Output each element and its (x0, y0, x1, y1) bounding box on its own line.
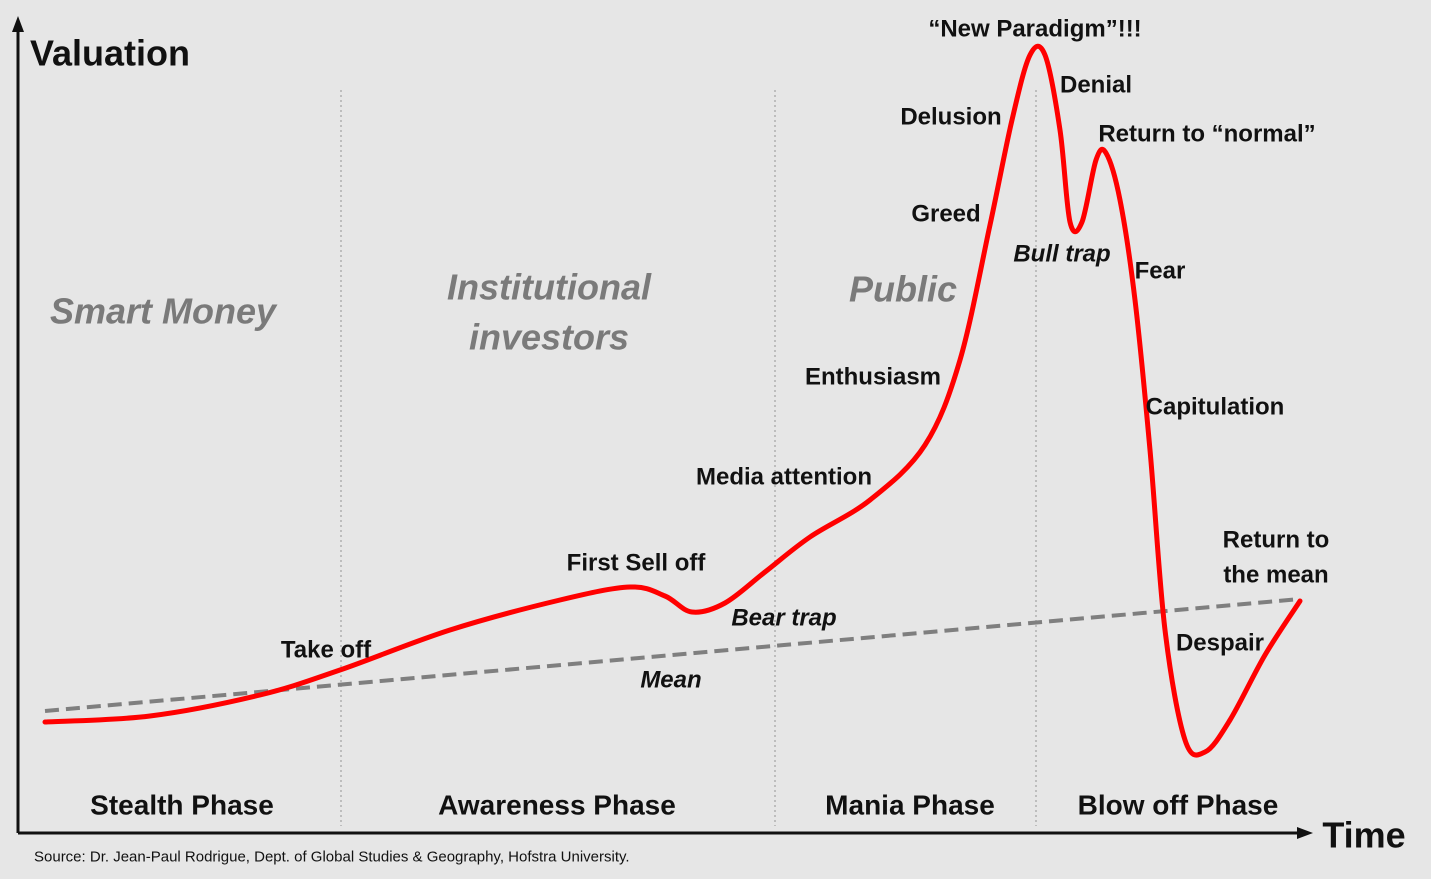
stage-label: Capitulation (1146, 394, 1285, 421)
group-label: Smart Money (50, 291, 278, 332)
phase-label: Blow off Phase (1078, 790, 1279, 821)
y-axis-title: Valuation (30, 33, 190, 74)
stage-label: Bull trap (1013, 241, 1110, 268)
stage-label: Delusion (900, 104, 1001, 131)
stage-label: Denial (1060, 72, 1132, 99)
stage-label: Take off (281, 637, 372, 664)
stage-label: Media attention (696, 464, 872, 491)
x-arrow (1297, 827, 1313, 839)
stage-label: Enthusiasm (805, 364, 941, 391)
mean-label: Mean (640, 667, 701, 694)
y-arrow (12, 16, 24, 32)
phase-label: Stealth Phase (90, 790, 274, 821)
x-axis-title: Time (1322, 815, 1405, 856)
stage-label: the mean (1223, 562, 1328, 589)
phase-label: Mania Phase (825, 790, 995, 821)
group-label: investors (469, 317, 629, 358)
stage-label: Return to (1223, 527, 1330, 554)
source: Source: Dr. Jean-Paul Rodrigue, Dept. of… (34, 849, 630, 866)
group-label: Public (849, 269, 957, 310)
stage-label: Despair (1176, 630, 1264, 657)
phase-label: Awareness Phase (438, 790, 676, 821)
hype-curve (42, 43, 1303, 758)
stage-label: Bear trap (731, 605, 836, 632)
group-label: Institutional (447, 267, 652, 308)
stage-label: “New Paradigm”!!! (928, 16, 1141, 43)
stage-label: First Sell off (567, 550, 707, 577)
stage-label: Return to “normal” (1098, 121, 1315, 148)
labels: Smart Money Institutional investors Public T… (50, 16, 1329, 821)
stage-label: Greed (911, 201, 980, 228)
stage-label: Fear (1135, 258, 1186, 285)
